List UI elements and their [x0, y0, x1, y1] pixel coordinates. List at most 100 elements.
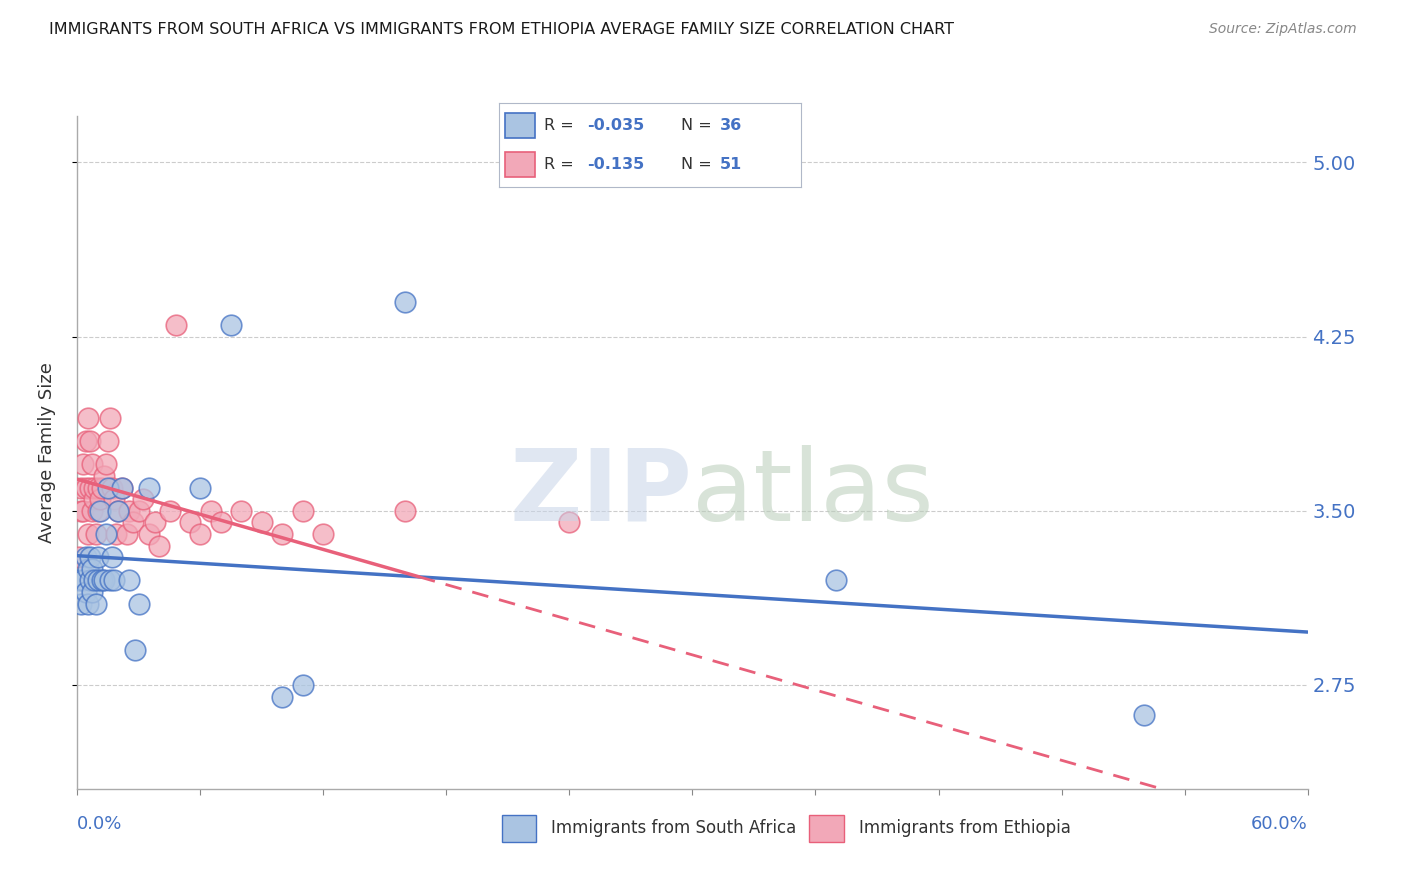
Text: 0.0%: 0.0%	[77, 814, 122, 832]
Point	[101, 550, 124, 565]
Point	[105, 527, 128, 541]
Point	[98, 410, 121, 425]
Point	[93, 574, 115, 588]
Point	[117, 574, 139, 588]
Point	[159, 504, 181, 518]
Point	[148, 539, 170, 553]
Point	[75, 481, 97, 495]
Point	[558, 516, 581, 530]
Point	[231, 504, 253, 518]
Point	[87, 504, 110, 518]
Point	[291, 504, 314, 518]
Point	[83, 574, 105, 588]
Point	[75, 550, 97, 565]
Point	[79, 481, 101, 495]
Point	[101, 481, 124, 495]
Text: N =: N =	[681, 118, 717, 133]
Text: 36: 36	[720, 118, 742, 133]
Point	[94, 527, 117, 541]
Point	[111, 481, 134, 495]
Point	[72, 504, 94, 518]
Point	[67, 574, 90, 588]
Point	[103, 492, 125, 507]
Point	[87, 550, 110, 565]
Point	[98, 574, 121, 588]
Text: ZIP: ZIP	[509, 444, 693, 541]
Point	[72, 574, 94, 588]
Point	[188, 481, 212, 495]
Point	[111, 481, 134, 495]
Text: atlas: atlas	[693, 444, 934, 541]
Point	[845, 805, 868, 820]
Point	[138, 481, 160, 495]
Point	[84, 527, 107, 541]
Point	[103, 574, 125, 588]
Point	[825, 574, 848, 588]
Point	[87, 574, 110, 588]
Point	[128, 504, 150, 518]
Point	[138, 527, 160, 541]
Point	[80, 562, 103, 576]
Point	[271, 690, 294, 704]
Point	[143, 516, 166, 530]
Y-axis label: Average Family Size: Average Family Size	[38, 362, 56, 543]
Text: Immigrants from South Africa: Immigrants from South Africa	[551, 820, 796, 838]
Point	[80, 504, 103, 518]
Point	[107, 504, 129, 518]
Point	[188, 527, 212, 541]
Point	[84, 597, 107, 611]
Point	[132, 492, 155, 507]
Text: Source: ZipAtlas.com: Source: ZipAtlas.com	[1209, 22, 1357, 37]
Point	[271, 527, 294, 541]
Point	[200, 504, 222, 518]
Point	[179, 516, 201, 530]
Point	[97, 434, 120, 448]
Point	[76, 562, 98, 576]
Point	[79, 574, 101, 588]
Text: 51: 51	[720, 157, 742, 172]
Point	[117, 504, 139, 518]
Point	[79, 550, 101, 565]
Point	[1132, 708, 1154, 723]
Text: R =: R =	[544, 157, 579, 172]
Point	[76, 597, 98, 611]
Bar	[810, 814, 844, 842]
Point	[70, 597, 93, 611]
Point	[75, 585, 97, 599]
Point	[121, 516, 143, 530]
Point	[394, 294, 416, 309]
Point	[124, 643, 146, 657]
Text: IMMIGRANTS FROM SOUTH AFRICA VS IMMIGRANTS FROM ETHIOPIA AVERAGE FAMILY SIZE COR: IMMIGRANTS FROM SOUTH AFRICA VS IMMIGRAN…	[49, 22, 955, 37]
Point	[70, 481, 93, 495]
Point	[80, 585, 103, 599]
Point	[75, 434, 97, 448]
Point	[70, 504, 93, 518]
Point	[67, 550, 90, 565]
Point	[93, 469, 115, 483]
Point	[80, 458, 103, 472]
Point	[90, 481, 114, 495]
Bar	[505, 112, 536, 138]
Point	[250, 516, 273, 530]
Point	[209, 516, 232, 530]
Point	[79, 434, 101, 448]
Text: N =: N =	[681, 157, 717, 172]
Bar	[502, 814, 536, 842]
Point	[97, 481, 120, 495]
Point	[83, 481, 105, 495]
Point	[76, 527, 98, 541]
Point	[115, 527, 138, 541]
Point	[165, 318, 187, 332]
Point	[291, 678, 314, 692]
Point	[90, 574, 114, 588]
Text: R =: R =	[544, 118, 579, 133]
Point	[89, 492, 111, 507]
Point	[312, 527, 335, 541]
Point	[72, 458, 94, 472]
Bar	[505, 152, 536, 178]
Point	[219, 318, 242, 332]
Point	[87, 481, 110, 495]
Text: -0.135: -0.135	[586, 157, 644, 172]
Text: Immigrants from Ethiopia: Immigrants from Ethiopia	[859, 820, 1070, 838]
Point	[107, 504, 129, 518]
